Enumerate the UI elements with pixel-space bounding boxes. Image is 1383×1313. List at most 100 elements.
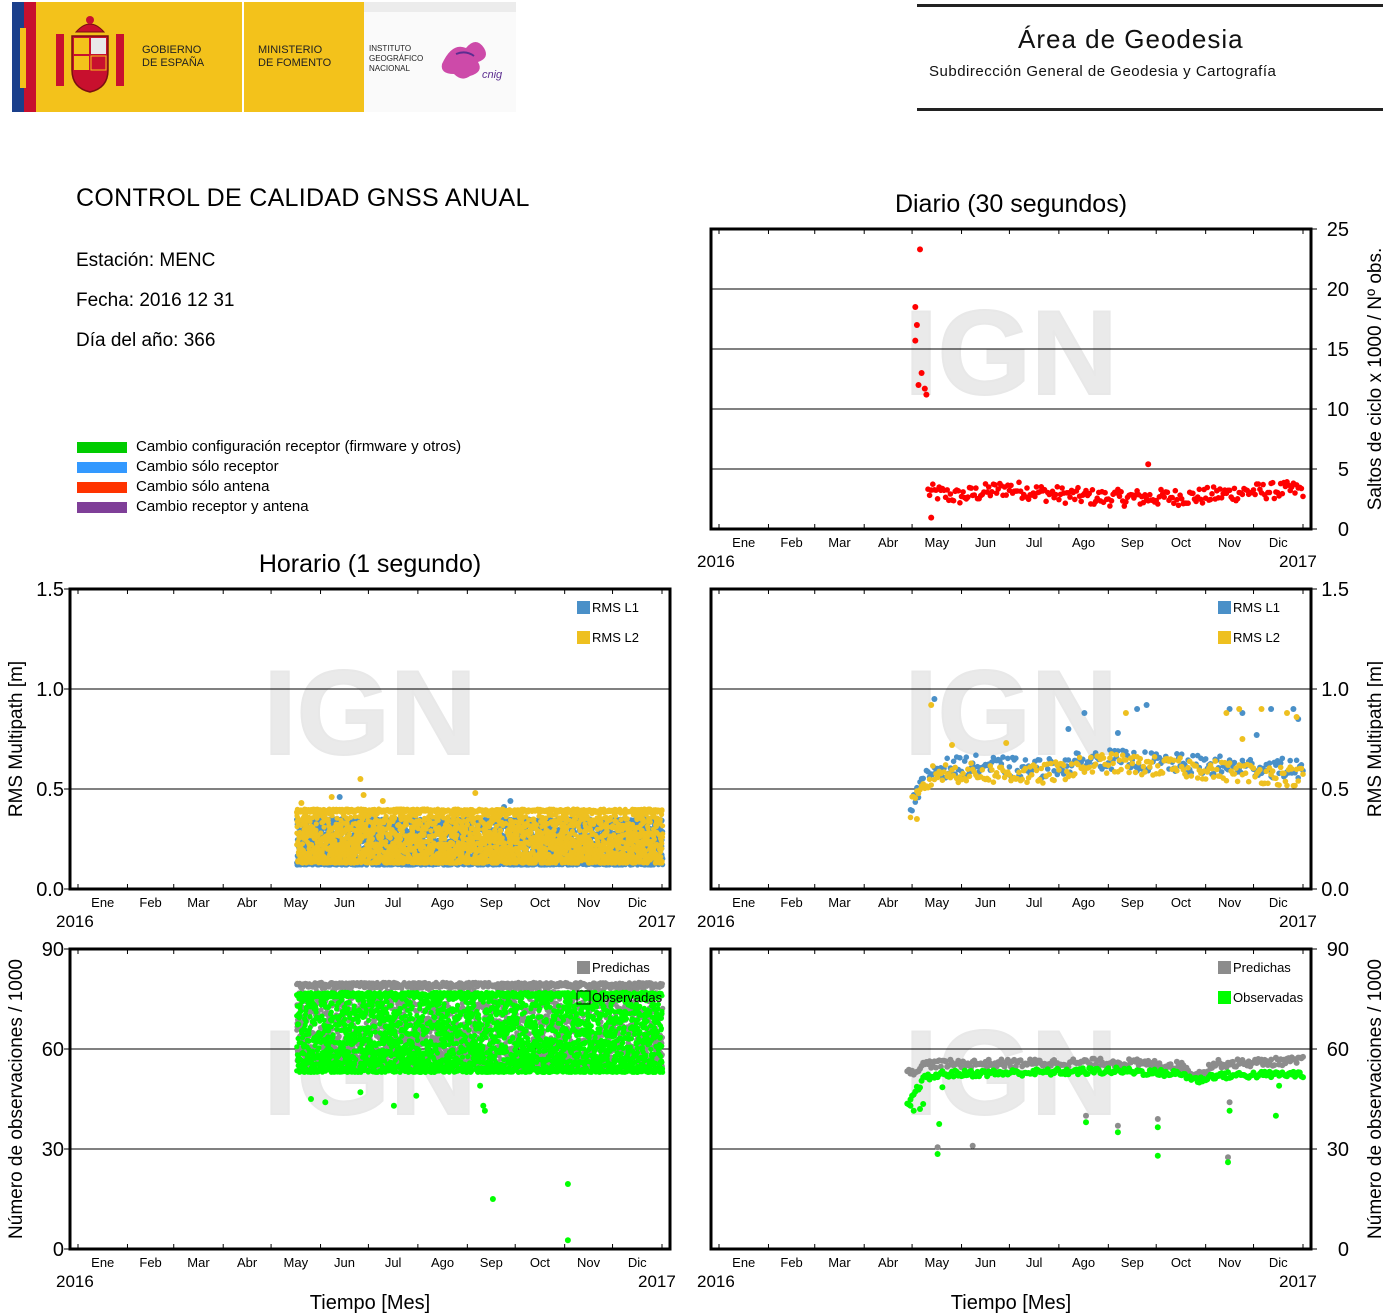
y-axis-label: Saltos de ciclo x 1000 / Nº obs. <box>1365 248 1383 511</box>
ign-watermark: IGN <box>263 646 476 780</box>
data-point <box>1072 496 1078 503</box>
data-point <box>1086 490 1092 497</box>
data-point <box>1140 499 1147 506</box>
data-point <box>1204 484 1211 491</box>
data-point <box>1075 484 1081 491</box>
y-tick-label: 25 <box>1327 219 1349 241</box>
data-point <box>1217 486 1223 492</box>
data-point <box>917 246 923 253</box>
data-point <box>1300 493 1306 500</box>
change-legend: Cambio configuración receptor (firmware … <box>77 438 461 518</box>
plot-frame <box>709 227 1313 531</box>
data-point <box>1209 491 1215 497</box>
data-point <box>1266 489 1273 496</box>
legend-swatch <box>77 501 127 513</box>
coat-of-arms-icon <box>56 16 124 93</box>
data-point <box>1231 485 1238 492</box>
data-point <box>1024 485 1030 491</box>
x-tick-label: Jul <box>1026 535 1043 550</box>
data-point <box>1193 498 1199 505</box>
instituto-block <box>364 2 516 112</box>
data-point <box>1158 486 1164 493</box>
x-tick-label: May <box>925 535 950 550</box>
data-point <box>1298 485 1305 492</box>
y-tick-label: 0 <box>1338 519 1349 541</box>
data-point <box>454 832 460 838</box>
data-point <box>913 322 920 328</box>
y-tick-label: 10 <box>1327 399 1349 421</box>
data-point <box>313 827 319 833</box>
ministerio-block <box>244 2 364 112</box>
data-point <box>912 337 919 344</box>
data-point <box>1062 500 1069 507</box>
data-point <box>1032 493 1038 500</box>
x-tick-label: Mar <box>828 535 851 550</box>
data-point <box>1234 496 1241 502</box>
data-point <box>325 816 331 823</box>
data-point <box>1056 496 1062 503</box>
data-point <box>369 836 375 842</box>
data-point <box>950 497 957 504</box>
area-rule-bottom <box>917 108 1383 111</box>
data-point <box>1052 491 1059 498</box>
data-point <box>947 491 954 497</box>
x-tick-label: Dic <box>1269 535 1288 550</box>
data-point <box>918 370 925 376</box>
cnig-logo-text: cnig <box>482 69 503 81</box>
data-point <box>968 485 974 491</box>
legend-swatch <box>77 481 127 493</box>
data-point <box>383 839 389 845</box>
data-point <box>1255 481 1262 487</box>
data-point <box>957 500 963 506</box>
data-point <box>1175 502 1182 509</box>
data-point <box>1155 501 1161 507</box>
data-point <box>1102 489 1108 496</box>
instituto-label: INSTITUTO GEOGRÁFICO NACIONAL <box>369 44 424 73</box>
data-point <box>1199 500 1206 506</box>
data-point <box>299 841 306 847</box>
data-point <box>915 382 922 388</box>
ign-watermark: IGN <box>904 286 1117 420</box>
legend-item: Cambio receptor y antena <box>77 498 461 518</box>
data-point <box>1178 496 1185 502</box>
x-tick-label: Sep <box>1121 535 1144 550</box>
data-point <box>1218 495 1225 501</box>
data-point <box>912 304 919 310</box>
data-point <box>1271 495 1278 502</box>
gobierno-block <box>36 2 242 112</box>
data-point <box>1089 487 1096 493</box>
flag-stripe-red <box>24 2 36 112</box>
date-label: Fecha: 2016 12 31 <box>76 290 235 311</box>
legend-item: Cambio sólo antena <box>77 478 461 498</box>
data-point <box>1169 494 1175 501</box>
data-point <box>1172 487 1179 494</box>
cnig-logo-icon: cnig <box>441 42 503 81</box>
data-point <box>1263 495 1270 502</box>
data-point <box>1054 484 1061 490</box>
data-point <box>1003 492 1009 498</box>
data-point <box>1067 494 1073 500</box>
data-point <box>428 828 434 834</box>
data-point <box>336 794 343 800</box>
data-point <box>1121 503 1128 509</box>
data-point <box>442 836 448 842</box>
x-tick-label: Oct <box>1171 535 1192 550</box>
data-point <box>989 489 995 495</box>
data-point <box>928 514 935 521</box>
data-point <box>403 822 410 828</box>
year-start-label: 2016 <box>697 552 735 571</box>
data-point <box>1239 491 1246 498</box>
data-point <box>1116 493 1123 500</box>
data-point <box>1252 491 1258 498</box>
year-end-label: 2017 <box>1279 552 1317 571</box>
legend-swatch <box>77 441 127 453</box>
y-tick-label: 5 <box>1338 459 1349 481</box>
data-point <box>399 829 405 835</box>
data-point <box>926 492 933 499</box>
data-point <box>387 835 393 841</box>
data-point <box>1250 487 1257 493</box>
data-point <box>1260 481 1266 488</box>
data-point <box>1279 490 1286 497</box>
